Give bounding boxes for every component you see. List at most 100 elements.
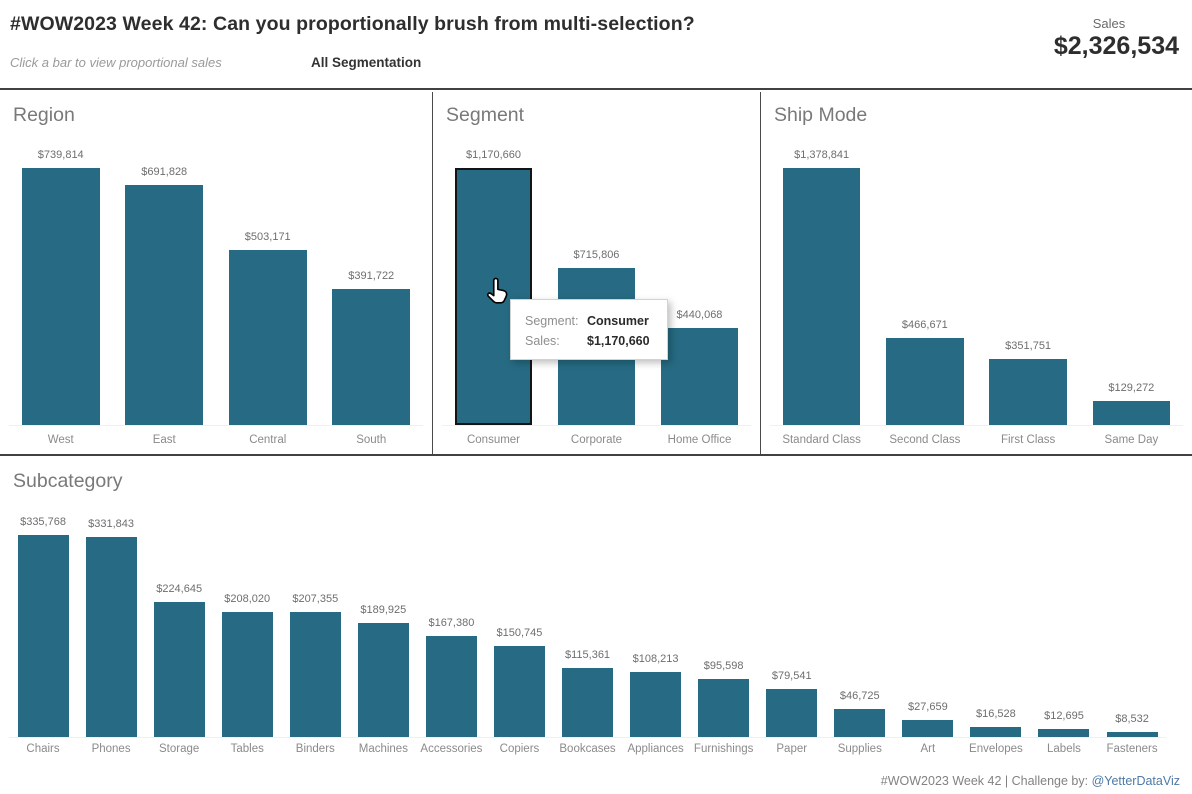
bar-value-label: $208,020 (224, 593, 271, 605)
category-label: Central (216, 425, 320, 454)
category-label: Consumer (442, 425, 545, 454)
category-label: Machines (349, 737, 418, 757)
bar-value-label: $27,659 (907, 701, 948, 713)
ship-mode-chart: $1,378,841 Standard Class $466,671 Second C… (770, 144, 1183, 454)
bar-value-label: $95,598 (703, 660, 744, 672)
bar-value-label: $129,272 (1108, 382, 1155, 394)
bar-slot: $108,213 Appliances (621, 514, 690, 757)
bar-value-label: $331,843 (88, 518, 135, 530)
bar-value-label: $115,361 (564, 649, 611, 661)
category-label: Same Day (1079, 425, 1183, 454)
category-label: South (319, 425, 423, 454)
bar-slot: $167,380 Accessories (417, 514, 486, 757)
subcategory-chart-panel: Subcategory $335,768 Chairs $331,843 Phones… (0, 458, 1192, 761)
bar-paper[interactable] (766, 689, 818, 737)
bar-slot: $331,843 Phones (77, 514, 146, 757)
tooltip-sales-value: $1,170,660 (587, 334, 650, 348)
bar-standard-class[interactable] (782, 168, 861, 425)
tooltip-segment-label: Segment: (525, 314, 579, 328)
bar-value-label: $466,671 (901, 319, 948, 331)
category-label: Paper (757, 737, 826, 757)
bar-slot: $351,751 First Class (976, 144, 1080, 454)
bar-slot: $1,378,841 Standard Class (770, 144, 874, 454)
bar-accessories[interactable] (425, 636, 477, 737)
bar-tables[interactable] (221, 612, 273, 737)
ship-mode-chart-panel: Ship Mode $1,378,841 Standard Class $466,6… (760, 92, 1192, 454)
category-label: First Class (976, 425, 1080, 454)
bar-central[interactable] (228, 250, 307, 425)
sales-label: Sales (1092, 16, 1126, 31)
bar-value-label: $79,541 (771, 670, 812, 682)
ship-mode-panel-title: Ship Mode (774, 104, 868, 126)
bar-storage[interactable] (153, 602, 205, 737)
hand-pointer-icon (483, 277, 513, 307)
category-label: Second Class (873, 425, 977, 454)
bar-furnishings[interactable] (698, 679, 750, 737)
bar-phones[interactable] (85, 537, 137, 737)
category-label: East (112, 425, 216, 454)
bar-slot: $27,659 Art (893, 514, 962, 757)
bar-slot: $129,272 Same Day (1079, 144, 1183, 454)
footer-link[interactable]: @YetterDataViz (1091, 774, 1180, 788)
category-label: Accessories (417, 737, 486, 757)
bar-slot: $189,925 Machines (349, 514, 418, 757)
bar-slot: $12,695 Labels (1029, 514, 1098, 757)
bar-value-label: $12,695 (1044, 710, 1084, 722)
bar-same-day[interactable] (1092, 401, 1171, 425)
bar-value-label: $391,722 (348, 270, 395, 282)
bar-labels[interactable] (1038, 729, 1090, 737)
bar-first-class[interactable] (989, 359, 1067, 425)
bar-value-label: $1,170,660 (465, 149, 522, 161)
sales-total: $2,326,534 (1053, 32, 1179, 60)
category-label: Labels (1029, 737, 1098, 757)
category-label: Fasteners (1098, 737, 1167, 757)
bar-supplies[interactable] (834, 709, 886, 737)
bar-home-office[interactable] (660, 328, 739, 425)
segment-chart-panel: Segment $1,170,660 Consumer $715,806 Corpor… (432, 92, 760, 454)
bar-second-class[interactable] (886, 338, 964, 425)
bar-value-label: $8,532 (1115, 713, 1149, 725)
bar-west[interactable] (21, 168, 100, 425)
bar-value-label: $715,806 (573, 249, 620, 261)
bar-chairs[interactable] (17, 535, 69, 737)
category-label: Chairs (9, 737, 78, 757)
instruction-text: Click a bar to view proportional sales (10, 55, 222, 70)
bar-appliances[interactable] (630, 672, 682, 737)
footer: #WOW2023 Week 42 | Challenge by: @Yetter… (881, 774, 1180, 788)
bar-art[interactable] (902, 720, 954, 737)
bar-value-label: $351,751 (1005, 340, 1052, 352)
bar-value-label: $503,171 (244, 231, 291, 243)
category-label: Appliances (621, 737, 690, 757)
tooltip-sales-row: Sales: $1,170,660 (525, 331, 667, 351)
footer-text: #WOW2023 Week 42 | Challenge by: (880, 774, 1089, 788)
bar-value-label: $1,378,841 (794, 149, 850, 161)
bar-slot: $391,722 South (319, 144, 423, 454)
bar-value-label: $224,645 (156, 583, 203, 595)
bar-slot: $95,598 Furnishings (689, 514, 758, 757)
bar-slot: $691,828 East (112, 144, 216, 454)
category-label: Standard Class (770, 425, 874, 454)
category-label: Copiers (485, 737, 554, 757)
category-label: Supplies (825, 737, 894, 757)
bar-value-label: $150,745 (496, 627, 543, 639)
bar-envelopes[interactable] (970, 727, 1022, 737)
bar-binders[interactable] (289, 612, 341, 737)
bar-fasteners[interactable] (1106, 732, 1158, 737)
region-panel-title: Region (13, 104, 75, 126)
tooltip: Segment: Consumer Sales: $1,170,660 (510, 299, 668, 360)
bar-east[interactable] (125, 185, 204, 425)
category-label: Envelopes (961, 737, 1030, 757)
bar-slot: $79,541 Paper (757, 514, 826, 757)
bar-copiers[interactable] (493, 646, 545, 737)
bar-value-label: $189,925 (360, 604, 407, 616)
bar-slot: $150,745 Copiers (485, 514, 554, 757)
bar-value-label: $46,725 (839, 690, 880, 702)
bar-value-label: $739,814 (37, 149, 84, 161)
segment-panel-title: Segment (446, 104, 525, 126)
bar-bookcases[interactable] (562, 668, 614, 737)
segmentation-status: All Segmentation (311, 55, 422, 70)
region-chart-panel: Region $739,814 West $691,828 East $503,171 C… (0, 92, 432, 454)
bar-machines[interactable] (357, 623, 409, 737)
bar-south[interactable] (332, 289, 411, 425)
